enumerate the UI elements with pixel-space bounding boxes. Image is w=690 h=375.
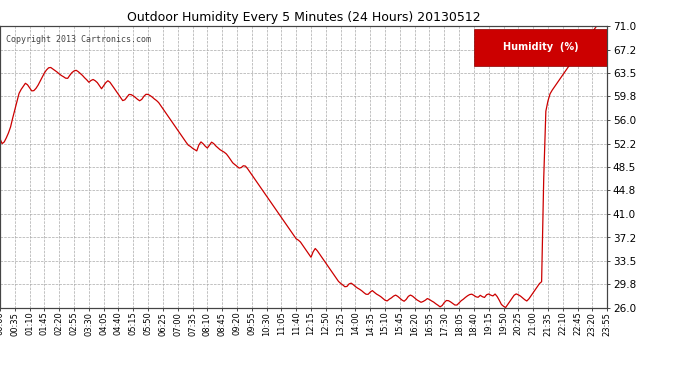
Text: Copyright 2013 Cartronics.com: Copyright 2013 Cartronics.com	[6, 35, 151, 44]
FancyBboxPatch shape	[473, 29, 607, 66]
Text: Outdoor Humidity Every 5 Minutes (24 Hours) 20130512: Outdoor Humidity Every 5 Minutes (24 Hou…	[127, 11, 480, 24]
Text: Humidity  (%): Humidity (%)	[502, 42, 578, 52]
